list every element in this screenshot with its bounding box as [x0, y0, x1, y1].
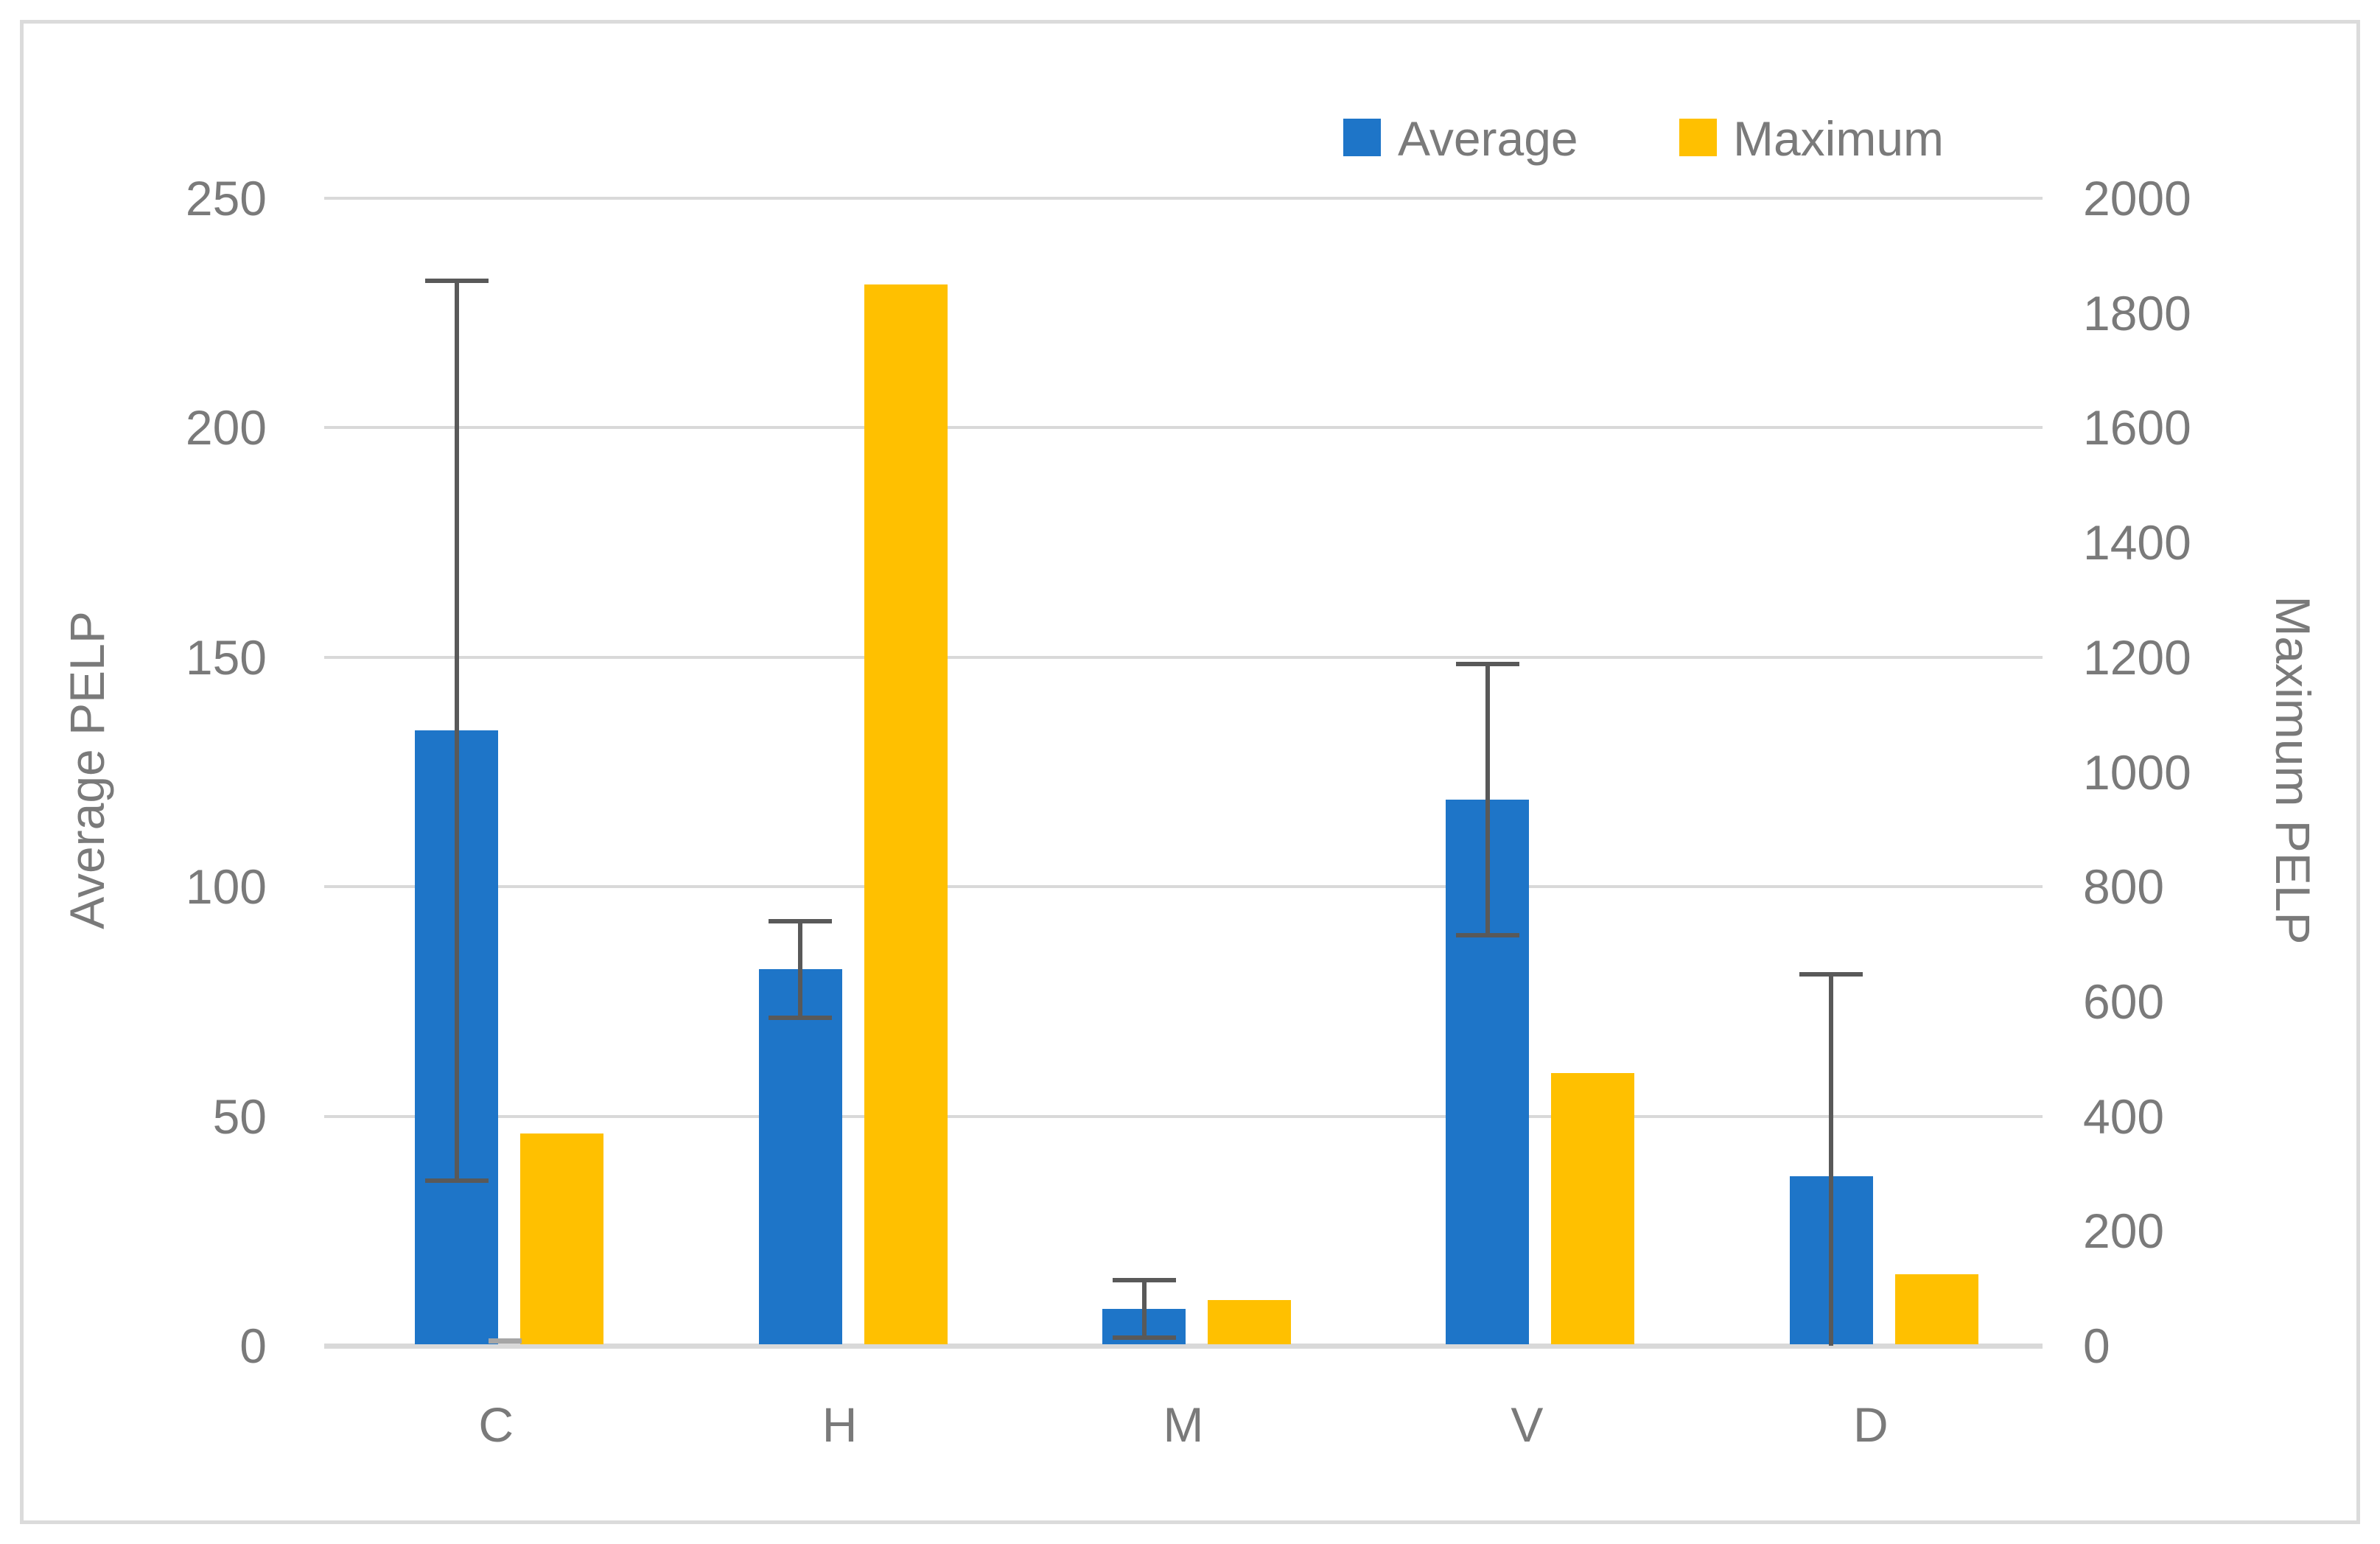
right-axis-tick-1800: 1800 — [2083, 285, 2191, 340]
left-axis-tick-50: 50 — [212, 1089, 267, 1144]
right-axis-tick-0: 0 — [2083, 1318, 2110, 1373]
gridline-150 — [324, 655, 2043, 659]
right-axis-tick-800: 800 — [2083, 859, 2165, 915]
x-axis-line — [324, 1344, 2043, 1349]
right-axis-tick-1400: 1400 — [2083, 515, 2191, 570]
chart-border — [20, 20, 2360, 1524]
error-bar-top-cap-H — [769, 918, 833, 923]
gridline-250 — [324, 197, 2043, 200]
bar-maximum-H — [864, 284, 948, 1344]
bar-maximum-V — [1551, 1073, 1635, 1344]
error-bar-bottom-cap-C — [424, 1178, 489, 1183]
category-label-D: D — [1852, 1397, 1889, 1452]
error-bar-line-M — [1141, 1279, 1147, 1338]
left-axis-title: Average PELP — [60, 611, 114, 929]
bar-maximum-M — [1208, 1299, 1291, 1344]
error-bar-bottom-cap-H — [769, 1015, 833, 1020]
bar-maximum-D — [1894, 1274, 1978, 1344]
right-axis-tick-1000: 1000 — [2083, 744, 2191, 800]
error-bar-line-H — [798, 921, 803, 1018]
bar-maximum-C — [520, 1133, 604, 1344]
right-axis-tick-2000: 2000 — [2083, 171, 2191, 226]
right-axis-tick-200: 200 — [2083, 1204, 2165, 1259]
bar-average-H — [758, 969, 842, 1344]
left-axis-tick-100: 100 — [185, 859, 267, 915]
category-label-V: V — [1511, 1397, 1544, 1452]
right-axis-tick-1600: 1600 — [2083, 400, 2191, 455]
error-bar-line-V — [1485, 664, 1490, 935]
category-label-C: C — [478, 1397, 514, 1452]
error-bar-line-C — [454, 281, 459, 1181]
error-bar-top-cap-C — [424, 279, 489, 284]
gridline-200 — [324, 426, 2043, 430]
legend-label-maximum: Maximum — [1733, 111, 1945, 166]
right-axis-tick-1200: 1200 — [2083, 629, 2191, 685]
error-bar-bottom-cap-V — [1455, 932, 1519, 937]
error-bar-bottom-cap-M — [1112, 1335, 1176, 1341]
error-bar-line-D — [1829, 974, 1834, 1346]
left-axis-tick-150: 150 — [185, 629, 267, 685]
gridline-50 — [324, 1114, 2043, 1118]
error-bar-top-cap-D — [1799, 971, 1863, 977]
category-label-M: M — [1163, 1397, 1204, 1452]
error-bar-top-cap-M — [1112, 1277, 1176, 1282]
right-axis-tick-400: 400 — [2083, 1089, 2165, 1144]
category-label-H: H — [822, 1397, 858, 1452]
gridline-100 — [324, 885, 2043, 889]
error-bar-top-cap-V — [1455, 662, 1519, 667]
tiny-gray-bar-at-C-base — [489, 1338, 522, 1344]
right-axis-tick-600: 600 — [2083, 974, 2165, 1029]
left-axis-tick-250: 250 — [185, 171, 267, 226]
legend-swatch-average — [1343, 119, 1381, 156]
left-axis-tick-0: 0 — [239, 1318, 267, 1373]
left-axis-tick-200: 200 — [185, 400, 267, 455]
right-axis-title: Maximum PELP — [2266, 595, 2320, 945]
legend-swatch-maximum — [1679, 119, 1717, 156]
legend-label-average: Average — [1398, 111, 1578, 166]
